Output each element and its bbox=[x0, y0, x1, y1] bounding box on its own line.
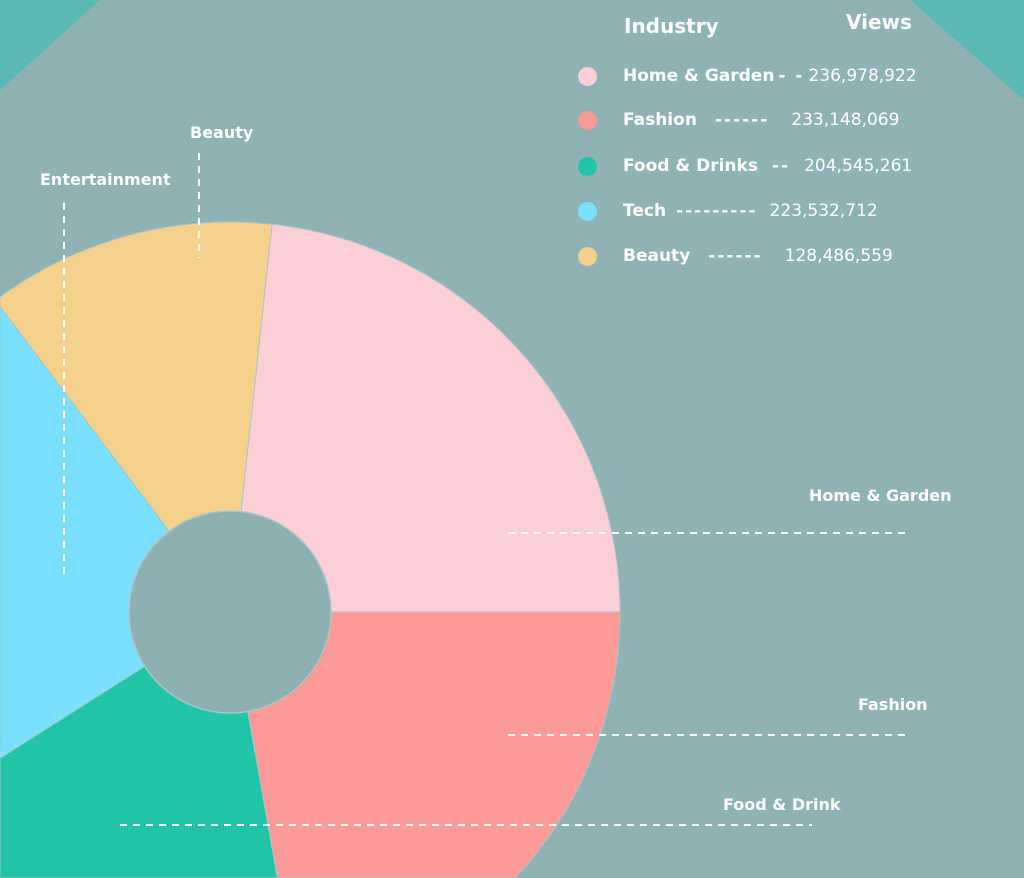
legend-item-fashion: Fashion ------ 233,148,069 bbox=[578, 108, 899, 132]
legend-value: 223,532,712 bbox=[769, 201, 878, 221]
legend-value: 233,148,069 bbox=[791, 110, 900, 130]
legend-item-home-garden: Home & Garden - - 236,978,922 bbox=[578, 64, 917, 88]
slice-label-entertainment: Entertainment bbox=[40, 170, 171, 189]
slice-label-home-garden: Home & Garden bbox=[809, 486, 952, 505]
legend-label: Beauty bbox=[623, 246, 691, 266]
pie-slice-fashion bbox=[229, 611, 621, 878]
legend-swatch bbox=[578, 66, 597, 86]
legend-header-industry: Industry bbox=[624, 14, 719, 38]
corner-decoration bbox=[910, 0, 1024, 100]
legend-dashes: --------- bbox=[676, 201, 758, 221]
legend-dashes: -- bbox=[771, 156, 791, 176]
corner-decoration bbox=[0, 0, 100, 90]
legend-value: 236,978,922 bbox=[808, 66, 917, 86]
legend-swatch bbox=[578, 110, 597, 130]
legend-swatch bbox=[578, 246, 597, 266]
legend-item-tech: Tech --------- 223,532,712 bbox=[578, 199, 878, 223]
legend-swatch bbox=[578, 201, 597, 221]
slice-label-beauty: Beauty bbox=[190, 123, 254, 142]
legend-label: Fashion bbox=[623, 110, 697, 130]
slice-label-food-drink: Food & Drink bbox=[723, 795, 841, 814]
legend-dashes: ------ bbox=[714, 110, 770, 130]
legend-header-views: Views bbox=[846, 10, 912, 34]
legend-dashes: - - bbox=[778, 66, 805, 86]
legend-dashes: ------ bbox=[708, 246, 763, 266]
legend-label: Tech bbox=[623, 201, 667, 221]
legend-label: Food & Drinks bbox=[623, 156, 758, 176]
legend-value: 204,545,261 bbox=[804, 156, 913, 176]
slice-label-fashion: Fashion bbox=[858, 695, 928, 714]
legend-swatch bbox=[578, 156, 597, 176]
legend-value: 128,486,559 bbox=[784, 246, 893, 266]
legend-item-food-drinks: Food & Drinks -- 204,545,261 bbox=[578, 154, 912, 178]
legend-label: Home & Garden bbox=[623, 66, 775, 86]
legend-item-beauty: Beauty ------ 128,486,559 bbox=[578, 244, 893, 268]
donut-hole bbox=[128, 510, 332, 714]
pie-slice-home-garden bbox=[229, 223, 621, 613]
